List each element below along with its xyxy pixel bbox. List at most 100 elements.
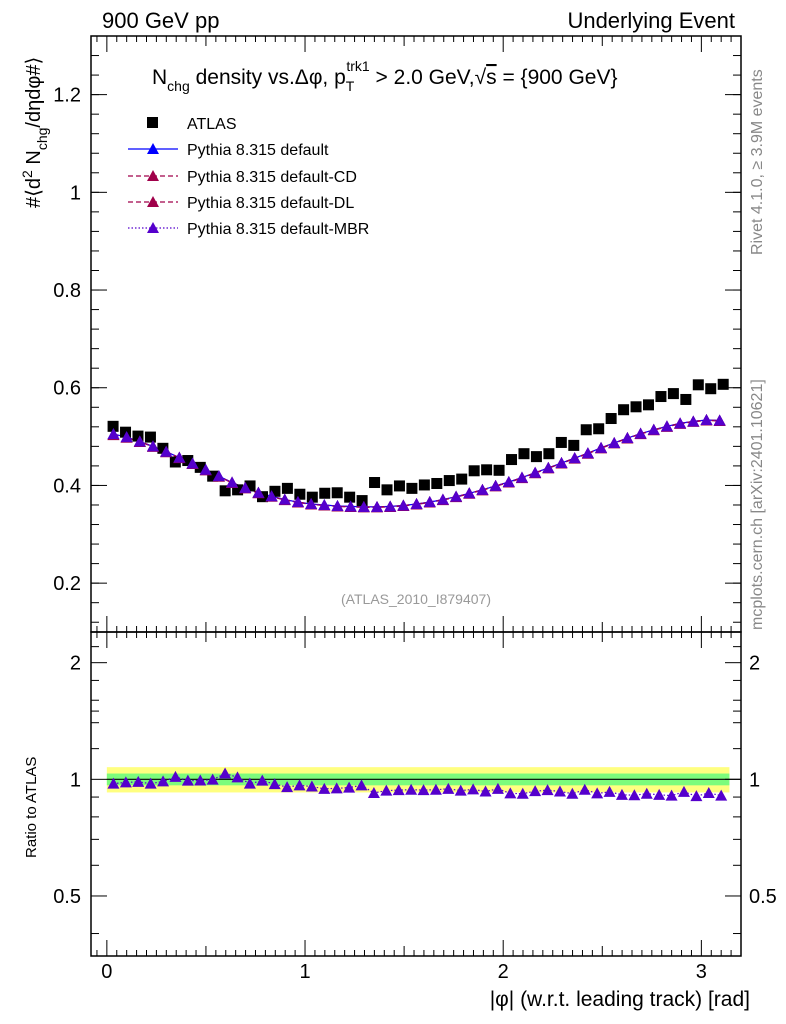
- atlas-data-point: [506, 454, 518, 466]
- ratio-data-point: [355, 779, 368, 791]
- atlas-data-point: [717, 378, 729, 390]
- mc-data-point: [647, 423, 660, 435]
- ratio-data-point: [566, 787, 579, 799]
- legend-marker-dl: [147, 196, 159, 207]
- legend-marker-mbr: [147, 222, 159, 233]
- mc-data-point: [423, 496, 436, 508]
- ratio-data-point: [243, 777, 256, 789]
- ratio-data-point: [504, 787, 517, 799]
- ratio-data-point: [417, 784, 430, 796]
- ratio-data-point: [553, 785, 566, 797]
- ratio-data-point: [268, 778, 281, 790]
- mc-data-point: [529, 466, 542, 478]
- ratio-data-point: [367, 786, 380, 798]
- ratio-data-point: [628, 789, 641, 801]
- ratio-data-point: [343, 781, 356, 793]
- ratio-data-point: [318, 782, 331, 794]
- atlas-data-point: [580, 424, 592, 436]
- atlas-data-point: [294, 488, 306, 500]
- ratio-data-point: [305, 780, 318, 792]
- mcplots-caption: mcplots.cern.ch [arXiv:2401.10621]: [749, 379, 766, 630]
- main-y-tick-label: 0.4: [53, 475, 81, 497]
- mc-data-point: [107, 428, 120, 440]
- ratio-data-point: [169, 770, 182, 782]
- mc-data-point: [450, 490, 463, 502]
- ratio-x-tick-label: 1: [299, 961, 310, 983]
- atlas-data-point: [493, 464, 505, 476]
- atlas-data-point: [593, 423, 605, 435]
- ratio-data-point: [256, 774, 269, 786]
- mc-data-point: [674, 417, 687, 429]
- atlas-data-point: [680, 393, 692, 405]
- main-y-tick-label: 0.2: [53, 573, 81, 595]
- mc-data-point: [476, 483, 489, 495]
- ratio-data-point: [144, 777, 157, 789]
- ratio-data-point: [281, 781, 294, 793]
- ratio-data-point: [603, 785, 616, 797]
- mc-data-point: [555, 456, 568, 468]
- legend-label-default: Pythia 8.315 default: [187, 142, 329, 159]
- ratio-ylabel: Ratio to ATLAS: [23, 757, 40, 858]
- ratio-data-point: [231, 771, 244, 783]
- ratio-data-point: [665, 789, 678, 801]
- atlas-data-point: [443, 475, 455, 487]
- atlas-data-point: [319, 487, 331, 499]
- ratio-data-point: [206, 773, 219, 785]
- atlas-data-point: [530, 451, 542, 463]
- ratio-y-tick-label-left: 0.5: [53, 886, 81, 908]
- mc-data-point: [212, 470, 225, 482]
- mc-data-point: [226, 476, 239, 488]
- atlas-data-point: [406, 482, 418, 494]
- atlas-data-point: [456, 473, 468, 485]
- mc-data-point: [186, 457, 199, 469]
- ratio-data-point: [479, 785, 492, 797]
- mc-data-point: [146, 440, 159, 452]
- ratio-data-point: [491, 782, 504, 794]
- main-y-tick-label: 0.6: [53, 378, 81, 400]
- ratio-data-point: [591, 787, 604, 799]
- ratio-data-point: [442, 782, 455, 794]
- mc-data-point: [160, 445, 173, 457]
- ratio-data-point: [690, 790, 703, 802]
- mc-data-point: [687, 415, 700, 427]
- ratio-data-point: [516, 787, 529, 799]
- ratio-data-point: [529, 785, 542, 797]
- legend-label-cd: Pythia 8.315 default-CD: [187, 169, 357, 186]
- legend-entry-dl: Pythia 8.315 default-DL: [128, 195, 354, 212]
- mc-data-point: [371, 500, 384, 512]
- ratio-data-point: [392, 784, 405, 796]
- mc-data-point: [331, 499, 344, 511]
- mc-data-point: [489, 479, 502, 491]
- mc-data-point: [265, 490, 278, 502]
- mc-data-point: [291, 496, 304, 508]
- ratio-data-point: [181, 774, 194, 786]
- mc-data-point: [133, 435, 146, 447]
- ratio-data-point: [219, 767, 232, 779]
- legend-entry-cd: Pythia 8.315 default-CD: [128, 169, 357, 186]
- main-ylabel: #⟨d2 Nchg/dηdφ#⟩: [19, 57, 50, 208]
- legend-label-mbr: Pythia 8.315 default-MBR: [187, 221, 369, 238]
- mc-data-point: [713, 414, 726, 426]
- ratio-data-point: [330, 782, 343, 794]
- mc-data-point: [621, 432, 634, 444]
- atlas-data-point: [107, 420, 119, 432]
- atlas-data-point: [369, 477, 381, 489]
- ratio-y-tick-label-right: 2: [749, 653, 760, 675]
- mc-data-point: [344, 500, 357, 512]
- atlas-data-point: [630, 401, 642, 413]
- ratio-data-point: [702, 786, 715, 798]
- mc-data-point: [581, 447, 594, 459]
- mc-data-point: [595, 441, 608, 453]
- ratio-data-point: [429, 783, 442, 795]
- legend-marker-atlas: [147, 117, 158, 128]
- ratio-xlabel: |φ| (w.r.t. leading track) [rad]: [490, 988, 750, 1011]
- mc-data-point: [278, 493, 291, 505]
- mc-data-point: [305, 498, 318, 510]
- atlas-data-point: [157, 442, 169, 454]
- ratio-x-tick-label: 0: [101, 961, 112, 983]
- atlas-data-point: [194, 461, 206, 473]
- ratio-data-point: [454, 784, 467, 796]
- mc-data-point: [397, 499, 410, 511]
- atlas-data-point: [518, 448, 530, 460]
